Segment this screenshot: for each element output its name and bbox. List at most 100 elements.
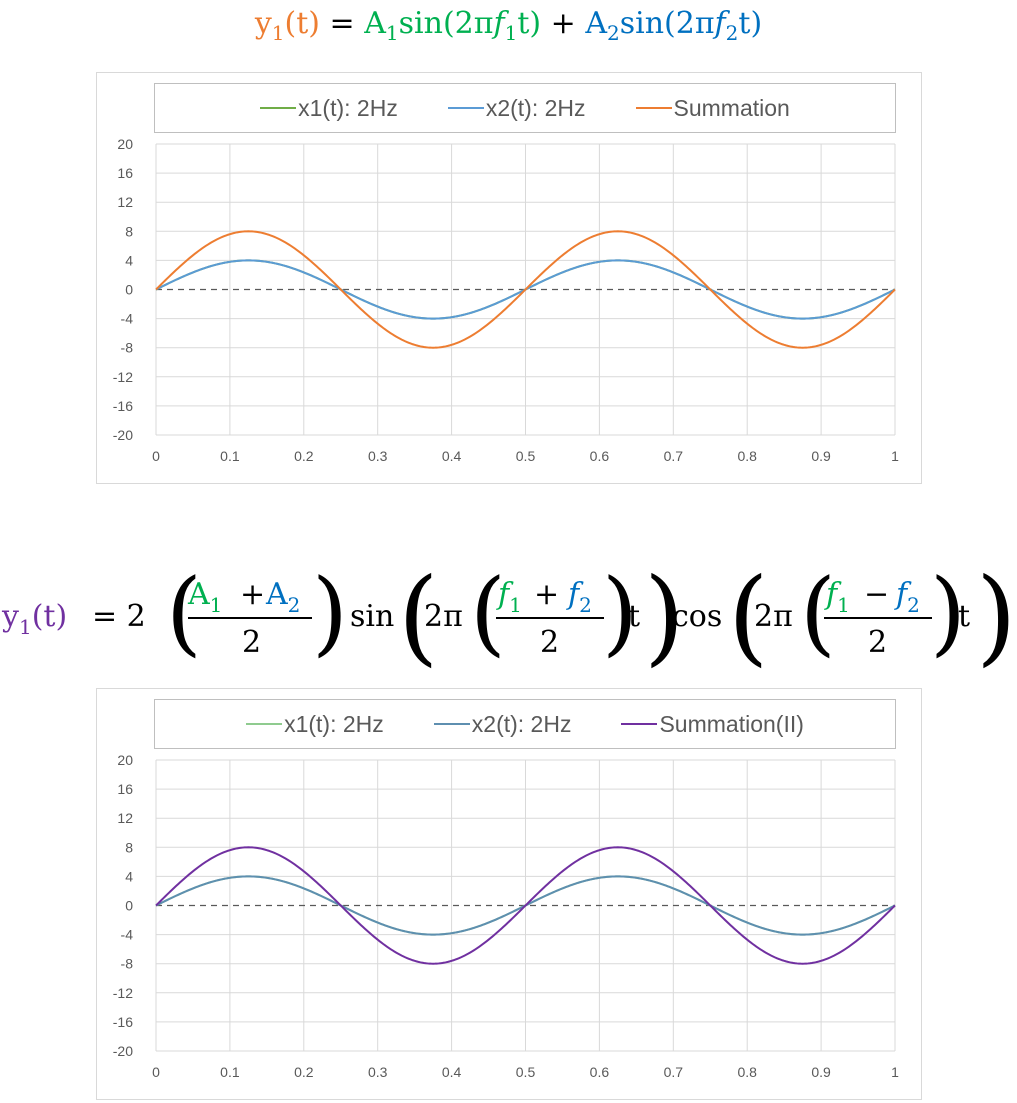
formula-sum-of-sines: y1(t) = A1sin(2πf1t) + A2sin(2πf2t)	[0, 6, 1017, 45]
chart-summation-ii: 20 16 12 8 4 0 -4 -8 -12 -16 -20 0 0.1 0.2 0.3 0.4 0.5 0.…	[96, 688, 922, 1100]
y-tick-label: 8	[125, 839, 133, 855]
legend-label-x1: x1(t): 2Hz	[298, 94, 398, 121]
formula2-lhs: y1(t)	[1, 599, 67, 639]
legend-label-sum: Summation	[673, 94, 790, 121]
y-tick-label: 8	[125, 223, 133, 239]
formula2-minus: −	[864, 577, 889, 612]
legend-item-x2: x2(t): 2Hz	[433, 711, 571, 738]
formula1-term2-end: t)	[738, 6, 763, 41]
y-tick-label: -8	[121, 956, 134, 972]
formula2-paren-open-1: (	[166, 560, 202, 666]
formula2-paren-open-3: (	[470, 560, 506, 666]
formula2-plus-a: +	[240, 577, 265, 612]
formula2-a1: A1	[187, 577, 222, 617]
y-tick-label: 0	[125, 282, 133, 298]
formula2-paren-close-2: )	[644, 560, 685, 670]
x-tick-label: 1	[891, 448, 899, 464]
chart-summation-ii-plot: 20 16 12 8 4 0 -4 -8 -12 -16 -20 0 0.1 0.2 0.3 0.4 0.5 0.…	[113, 752, 899, 1080]
x-tick-label: 0.3	[368, 1064, 388, 1080]
x-tick-label: 0.7	[664, 448, 684, 464]
x-tick-label: 0.2	[294, 1064, 314, 1080]
y-tick-label: 0	[125, 898, 133, 914]
formula2-paren-close-5: )	[930, 560, 966, 666]
formula1-lhs-arg: (t)	[284, 6, 320, 41]
y-tick-label: 16	[117, 165, 133, 181]
y-tick-label: 16	[117, 781, 133, 797]
formula2-paren-close-3: )	[602, 560, 638, 666]
formula2-paren-close-4: )	[976, 560, 1017, 670]
formula1-term1-a-sub: 1	[385, 21, 399, 45]
x-tick-label: 1	[891, 1064, 899, 1080]
y-tick-label: -12	[113, 369, 133, 385]
legend-label-x1: x1(t): 2Hz	[284, 710, 384, 737]
formula1-term2: A2sin(2πf2t)	[585, 6, 763, 45]
y-tick-label: 4	[125, 868, 133, 884]
formula2-den-2: 2	[540, 625, 559, 660]
formula2-t-2: t	[958, 599, 970, 634]
formula-product-form: y1(t) = 2 ( A1 + A2 2 ) sin ( 2π ( f1 + …	[0, 555, 1017, 677]
x-tick-label: 0.3	[368, 448, 388, 464]
y-tick-label: -4	[121, 311, 134, 327]
formula1-lhs-y: y	[254, 6, 272, 41]
formula2-svg: y1(t) = 2 ( A1 + A2 2 ) sin ( 2π ( f1 + …	[1, 555, 1017, 677]
legend-swatch-x2	[447, 107, 484, 109]
formula1-term2-fn: sin(2π	[619, 6, 715, 41]
x-tick-label: 0.2	[294, 448, 314, 464]
y-tick-label: -4	[121, 927, 134, 943]
legend-swatch-x1	[260, 107, 297, 109]
legend-label-sum: Summation(II)	[659, 710, 804, 737]
legend-swatch-x1	[246, 723, 283, 725]
formula2-f1-b: f1	[824, 577, 850, 617]
formula1-term2-a: A	[585, 6, 607, 41]
legend-item-sum: Summation	[635, 94, 790, 122]
x-tick-label: 0.8	[737, 448, 757, 464]
formula2-sin: sin	[350, 599, 394, 634]
formula1-term1: A1sin(2πf1t)	[364, 6, 541, 45]
y-tick-label: 12	[117, 194, 133, 210]
formula1-term2-f: f	[714, 6, 726, 41]
x-tick-label: 0.6	[590, 1064, 610, 1080]
formula1-term2-f-sub: 2	[725, 21, 739, 45]
legend-label-x2: x2(t): 2Hz	[485, 94, 586, 121]
x-tick-label: 0.7	[664, 1064, 684, 1080]
chart-summation-plot: 20 16 12 8 4 0 -4 -8 -12 -16 -20 0 0.1 0.2 0.3 0.4 0.5 0.…	[113, 136, 899, 464]
x-tick-label: 0.9	[811, 1064, 831, 1080]
formula2-plus-f: +	[534, 577, 559, 612]
y-tick-label: -8	[121, 340, 134, 356]
x-tick-label: 0.8	[737, 1064, 757, 1080]
formula1-term1-f: f	[493, 6, 505, 41]
x-tick-label: 0.5	[516, 448, 536, 464]
formula1-lhs-sub: 1	[271, 21, 285, 45]
formula2-f2-b: f2	[894, 577, 920, 617]
legend-swatch-sum	[635, 107, 672, 109]
x-tick-label: 0	[152, 448, 160, 464]
formula1-term1-f-sub: 1	[504, 21, 518, 45]
y-tick-label: 20	[117, 136, 133, 152]
formula2-two-pi-2: 2π	[754, 599, 793, 634]
y-tick-label: -16	[113, 398, 133, 414]
legend-item-x1: x1(t): 2Hz	[260, 95, 398, 122]
y-tick-label: -16	[113, 1014, 133, 1030]
formula2-two-pi-1: 2π	[424, 599, 463, 634]
formula2-paren-open-2: (	[398, 560, 439, 670]
x-tick-label: 0.5	[516, 1064, 536, 1080]
formula1-equals: =	[329, 6, 355, 41]
formula2-equals-two: = 2	[92, 599, 146, 634]
y-tick-label: 4	[125, 252, 133, 268]
formula2-cos: cos	[672, 599, 722, 634]
y-tick-label: -20	[113, 427, 133, 443]
x-tick-label: 0.4	[442, 448, 462, 464]
legend-item-sum: Summation(II)	[621, 710, 804, 738]
x-tick-label: 0.4	[442, 1064, 462, 1080]
formula2-t-1: t	[628, 599, 640, 634]
legend-item-x2: x2(t): 2Hz	[447, 94, 586, 122]
chart-summation-legend: x1(t): 2Hz x2(t): 2Hz Summation	[154, 83, 896, 133]
formula1-term1-fn: sin(2π	[398, 6, 494, 41]
formula1-lhs: y1(t)	[254, 6, 320, 45]
x-tick-label: 0.1	[220, 448, 240, 464]
formula1-term2-a-sub: 2	[606, 21, 620, 45]
chart-summation-ii-legend: x1(t): 2Hz x2(t): 2Hz Summation(II)	[154, 699, 896, 749]
legend-item-x1: x1(t): 2Hz	[246, 711, 384, 738]
formula2-den-1: 2	[242, 625, 261, 660]
formula2-f1-a: f1	[496, 577, 522, 617]
